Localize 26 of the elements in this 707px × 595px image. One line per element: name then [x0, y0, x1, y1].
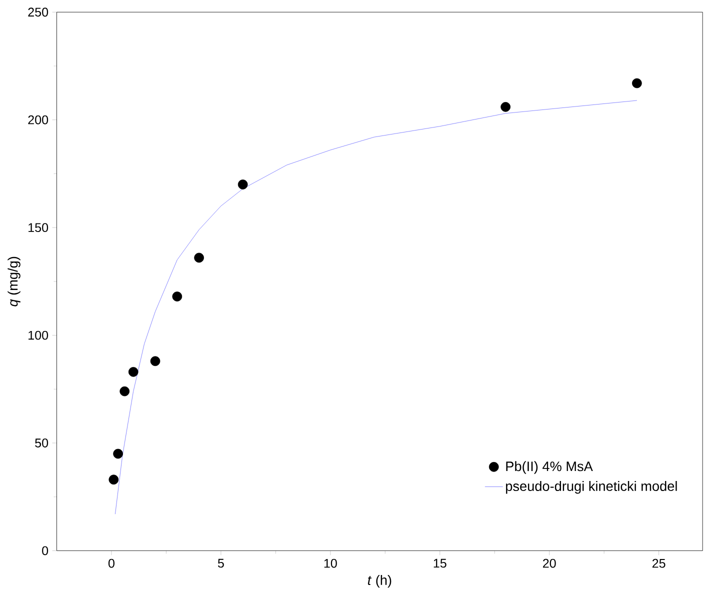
- point: [150, 356, 160, 366]
- y-tick-label: 50: [35, 438, 48, 448]
- point: [113, 448, 123, 459]
- point: [108, 474, 119, 484]
- point: [128, 366, 138, 377]
- x-tick-label: 5: [218, 558, 224, 568]
- y-tick-label: 200: [28, 115, 48, 124]
- x-tick-label: 15: [434, 558, 446, 568]
- point: [194, 252, 204, 262]
- point: [238, 179, 248, 190]
- legend-label: pseudo-drugi kineticki model: [506, 480, 677, 494]
- y-tick-label: 100: [28, 330, 48, 340]
- point: [172, 291, 182, 302]
- y-tick-label: 0: [42, 546, 48, 555]
- x-tick-label: 20: [542, 558, 556, 568]
- x-tick-label: 10: [324, 558, 337, 568]
- point: [632, 78, 642, 88]
- y-tick-label: 150: [28, 222, 48, 232]
- legend-label: Pb(II) 4% MsA: [506, 461, 593, 474]
- point: [120, 386, 130, 396]
- y-tick-label: 250: [28, 8, 48, 16]
- point: [500, 102, 510, 112]
- x-tick-label: 25: [652, 558, 666, 568]
- y-axis-title: q (mg/g): [8, 256, 20, 306]
- x-axis-title: t (h): [368, 574, 392, 588]
- x-tick-label: 0: [108, 558, 114, 568]
